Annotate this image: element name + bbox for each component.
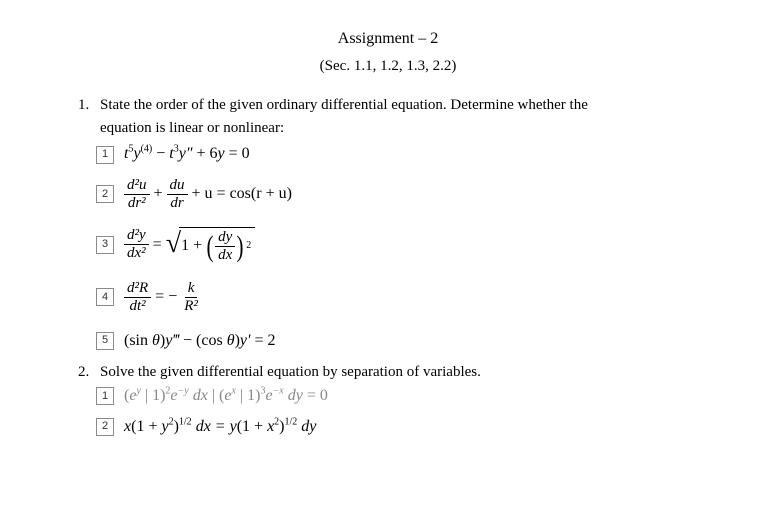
q2-text: Solve the given differential equation by… <box>100 362 736 383</box>
equation: d²ydx² = √ 1 + ( dydx ) 2 <box>124 227 255 263</box>
q1-item-4: 4 d²Rdt² = − kR² <box>96 281 736 314</box>
question-1: 1. State the order of the given ordinary… <box>78 95 736 116</box>
item-box: 1 <box>96 146 114 164</box>
question-2: 2. Solve the given differential equation… <box>78 362 736 383</box>
item-box: 2 <box>96 185 114 203</box>
q2-item-1: 1 (ey | 1)2e−y dx | (ex | 1)3e−x dy = 0 <box>96 385 736 407</box>
equation: t5y(4) − t3y″ + 6y = 0 <box>124 143 250 165</box>
q2-item-2: 2 x(1 + y2)1/2 dx = y(1 + x2)1/2 dy <box>96 416 736 438</box>
assignment-subtitle: (Sec. 1.1, 1.2, 1.3, 2.2) <box>40 56 736 77</box>
item-box: 5 <box>96 332 114 350</box>
q1-item-5: 5 (sin θ)y‴ − (cos θ)y′ = 2 <box>96 330 736 352</box>
assignment-title: Assignment – 2 <box>40 28 736 50</box>
q2-number: 2. <box>78 362 100 383</box>
equation: (ey | 1)2e−y dx | (ex | 1)3e−x dy = 0 <box>124 385 328 407</box>
item-box: 4 <box>96 288 114 306</box>
item-box: 2 <box>96 418 114 436</box>
equation: d²Rdt² = − kR² <box>124 281 201 314</box>
q1-text-line1: State the order of the given ordinary di… <box>100 95 736 116</box>
q1-item-1: 1 t5y(4) − t3y″ + 6y = 0 <box>96 143 736 165</box>
equation: (sin θ)y‴ − (cos θ)y′ = 2 <box>124 330 276 352</box>
item-box: 3 <box>96 236 114 254</box>
q1-number: 1. <box>78 95 100 116</box>
item-box: 1 <box>96 387 114 405</box>
equation: d²udr² + dudr + u = cos(r + u) <box>124 178 292 211</box>
q1-item-3: 3 d²ydx² = √ 1 + ( dydx ) 2 <box>96 227 736 263</box>
q1-item-2: 2 d²udr² + dudr + u = cos(r + u) <box>96 178 736 211</box>
equation: x(1 + y2)1/2 dx = y(1 + x2)1/2 dy <box>124 416 316 438</box>
q1-text-line2: equation is linear or nonlinear: <box>100 118 736 139</box>
